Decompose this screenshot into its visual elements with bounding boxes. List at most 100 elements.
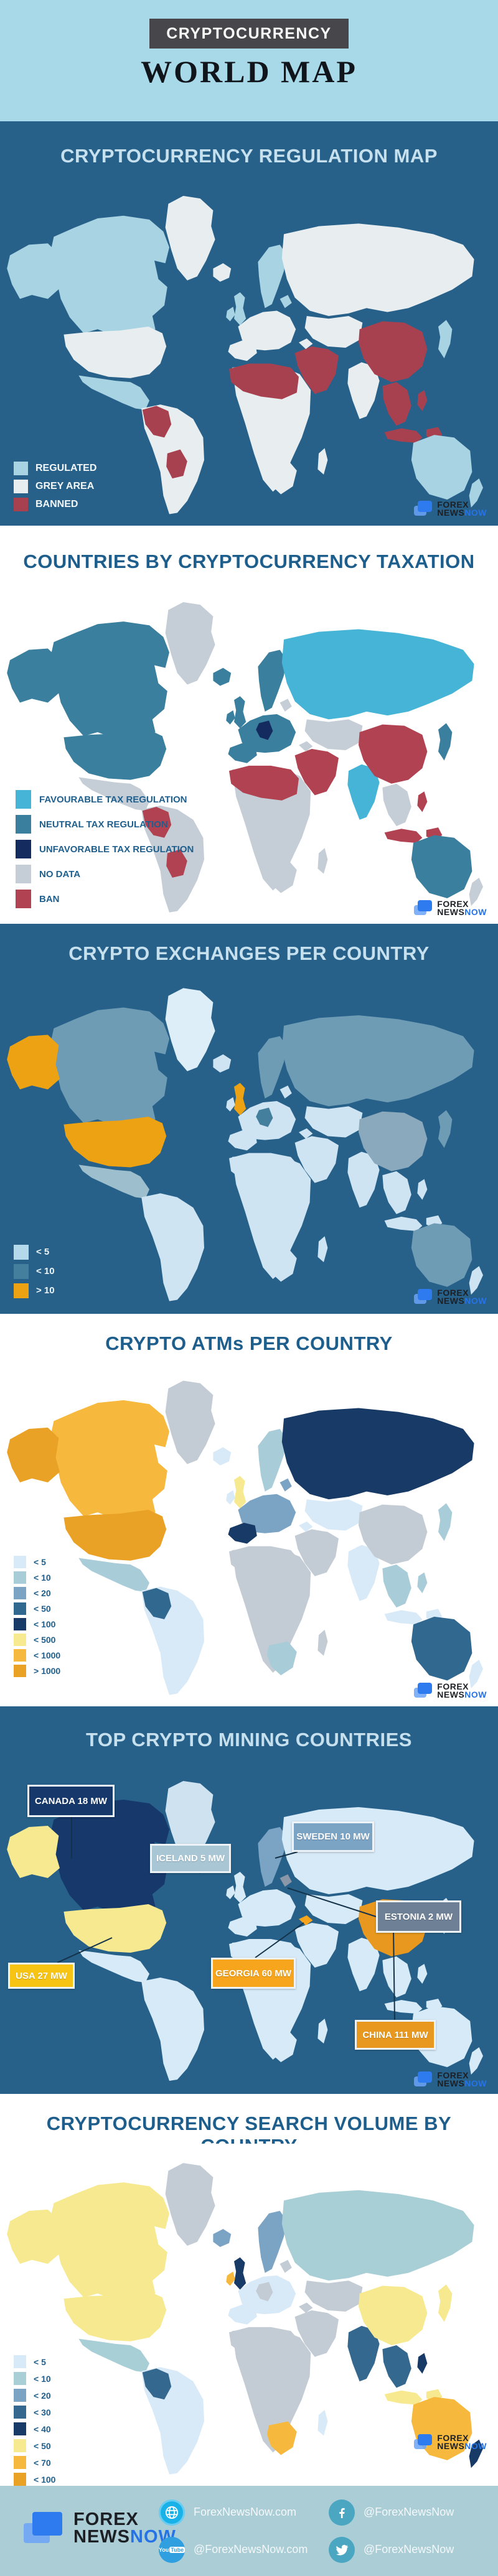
legend-label: < 50: [34, 1603, 51, 1614]
legend-swatch: [14, 1617, 26, 1630]
legend-item: < 5: [14, 1242, 55, 1262]
legend-item: NEUTRAL TAX REGULATION: [16, 812, 194, 837]
callout-china: CHINA 111 MW: [355, 2020, 436, 2050]
legend-label: > 10: [36, 1285, 55, 1296]
legend-item: < 10: [14, 1569, 60, 1585]
section-regulation: CRYPTOCURRENCY REGULATION MAP REGULATED …: [0, 121, 498, 526]
legend-swatch: [14, 479, 28, 493]
footer-links-column-1: ForexNewsNow.com You Tube @ForexNewsNow.c…: [159, 2486, 308, 2576]
legend-swatch: [14, 2406, 26, 2419]
legend-label: < 100: [34, 1619, 56, 1629]
callout-estonia: ESTONIA 2 MW: [376, 1900, 461, 1933]
footer-link-label: @ForexNewsNow: [364, 2506, 454, 2518]
callout-label: ICELAND 5 MW: [156, 1853, 225, 1864]
forexnewsnow-logo: FOREX NEWSNOW: [24, 2509, 176, 2548]
forexnewsnow-logo: FOREX NEWSNOW: [414, 500, 487, 518]
legend-item: < 500: [14, 1632, 60, 1647]
legend-swatch: [14, 1244, 29, 1260]
legend-label: BANNED: [35, 498, 78, 509]
legend-label: < 20: [34, 2390, 51, 2401]
legend-item: < 20: [14, 2387, 55, 2404]
facebook-icon: [329, 2499, 355, 2526]
forexnewsnow-logo-icon: [24, 2509, 65, 2548]
world-map-search-volume: [0, 2144, 498, 2480]
legend-item: > 10: [14, 1281, 55, 1300]
legend-search-volume: < 5 < 10 < 20 < 30 < 40 < 50 < 70 < 100: [14, 2353, 55, 2486]
forexnewsnow-logo-icon: [414, 1681, 433, 1700]
legend-label: FAVOURABLE TAX REGULATION: [39, 794, 187, 805]
footer-links-column-2: @ForexNewsNow @ForexNewsNow: [329, 2486, 454, 2576]
legend-swatch: [14, 2473, 26, 2486]
legend-item: NO DATA: [16, 862, 194, 886]
legend-swatch: [16, 865, 31, 883]
legend-item: < 5: [14, 1554, 60, 1569]
legend-swatch: [14, 497, 28, 511]
twitter-icon: [329, 2536, 355, 2563]
section-atms: CRYPTO ATMs PER COUNTRY < 5 < 10 < 20 < …: [0, 1314, 498, 1706]
world-map-exchanges: [0, 969, 498, 1306]
legend-regulation: REGULATED GREY AREA BANNED: [14, 459, 96, 513]
legend-swatch: [14, 1602, 26, 1615]
legend-swatch: [14, 1571, 26, 1584]
legend-item: < 50: [14, 2437, 55, 2454]
brand-forex: FOREX: [437, 499, 469, 509]
legend-label: UNFAVORABLE TAX REGULATION: [39, 844, 194, 855]
legend-swatch: [14, 2372, 26, 2385]
forexnewsnow-logo-icon: [414, 1288, 433, 1306]
legend-label: < 1000: [34, 1650, 61, 1660]
footer-link-twitter[interactable]: @ForexNewsNow: [329, 2536, 454, 2563]
legend-swatch: [16, 840, 31, 858]
callout-usa: USA 27 MW: [8, 1963, 75, 1989]
footer-link-label: @ForexNewsNow: [364, 2543, 454, 2555]
legend-label: < 70: [34, 2457, 51, 2468]
section-search-volume: CRYPTOCURRENCY SEARCH VOLUME BY COUNTRY …: [0, 2094, 498, 2486]
forexnewsnow-logo-icon: [414, 2433, 433, 2452]
legend-label: > 1000: [34, 1665, 61, 1676]
legend-swatch: [14, 1263, 29, 1279]
legend-label: < 5: [34, 2356, 46, 2367]
legend-item: REGULATED: [14, 459, 96, 477]
legend-swatch: [14, 2389, 26, 2402]
header-tag: CRYPTOCURRENCY: [149, 19, 349, 49]
footer-link-website[interactable]: ForexNewsNow.com: [159, 2499, 308, 2526]
callout-label: CANADA 18 MW: [34, 1795, 108, 1806]
legend-item: < 70: [14, 2454, 55, 2471]
footer-link-facebook[interactable]: @ForexNewsNow: [329, 2499, 454, 2526]
callout-canada: CANADA 18 MW: [27, 1785, 115, 1817]
legend-swatch: [14, 1648, 26, 1662]
legend-swatch: [14, 2355, 26, 2368]
legend-label: < 50: [34, 2440, 51, 2451]
legend-swatch: [14, 2456, 26, 2469]
forexnewsnow-logo-icon: [414, 2070, 433, 2089]
legend-item: < 50: [14, 1601, 60, 1616]
page-title: WORLD MAP: [141, 54, 357, 89]
legend-swatch: [16, 790, 31, 809]
legend-swatch: [14, 1633, 26, 1646]
callout-label: GEORGIA 60 MW: [215, 1968, 291, 1979]
section-title: CRYPTO ATMs PER COUNTRY: [105, 1332, 393, 1354]
legend-label: GREY AREA: [35, 480, 95, 491]
legend-item: < 10: [14, 2370, 55, 2387]
forexnewsnow-logo-icon: [414, 500, 433, 518]
legend-item: < 5: [14, 2353, 55, 2370]
legend-label: < 40: [34, 2424, 51, 2434]
legend-label: REGULATED: [35, 462, 97, 473]
legend-label: < 10: [34, 2373, 51, 2384]
footer-link-youtube[interactable]: You Tube @ForexNewsNow.com: [159, 2536, 308, 2563]
callout-iceland: ICELAND 5 MW: [150, 1844, 231, 1873]
legend-swatch: [14, 2439, 26, 2452]
legend-taxation: FAVOURABLE TAX REGULATION NEUTRAL TAX RE…: [16, 787, 194, 911]
callout-label: USA 27 MW: [16, 1970, 67, 1981]
legend-item: > 1000: [14, 1663, 60, 1678]
legend-swatch: [14, 2422, 26, 2435]
legend-label: < 500: [34, 1634, 56, 1645]
legend-item: UNFAVORABLE TAX REGULATION: [16, 837, 194, 862]
legend-label: < 5: [36, 1247, 50, 1257]
legend-exchanges: < 5 < 10 > 10: [14, 1242, 55, 1300]
footer: FOREX NEWSNOW ForexNewsNow.com You Tube @F…: [0, 2486, 498, 2576]
header-tag-label: CRYPTOCURRENCY: [166, 24, 332, 42]
legend-swatch: [14, 1555, 26, 1568]
legend-item: < 10: [14, 1262, 55, 1281]
legend-item: GREY AREA: [14, 477, 96, 495]
legend-swatch: [14, 1586, 26, 1599]
